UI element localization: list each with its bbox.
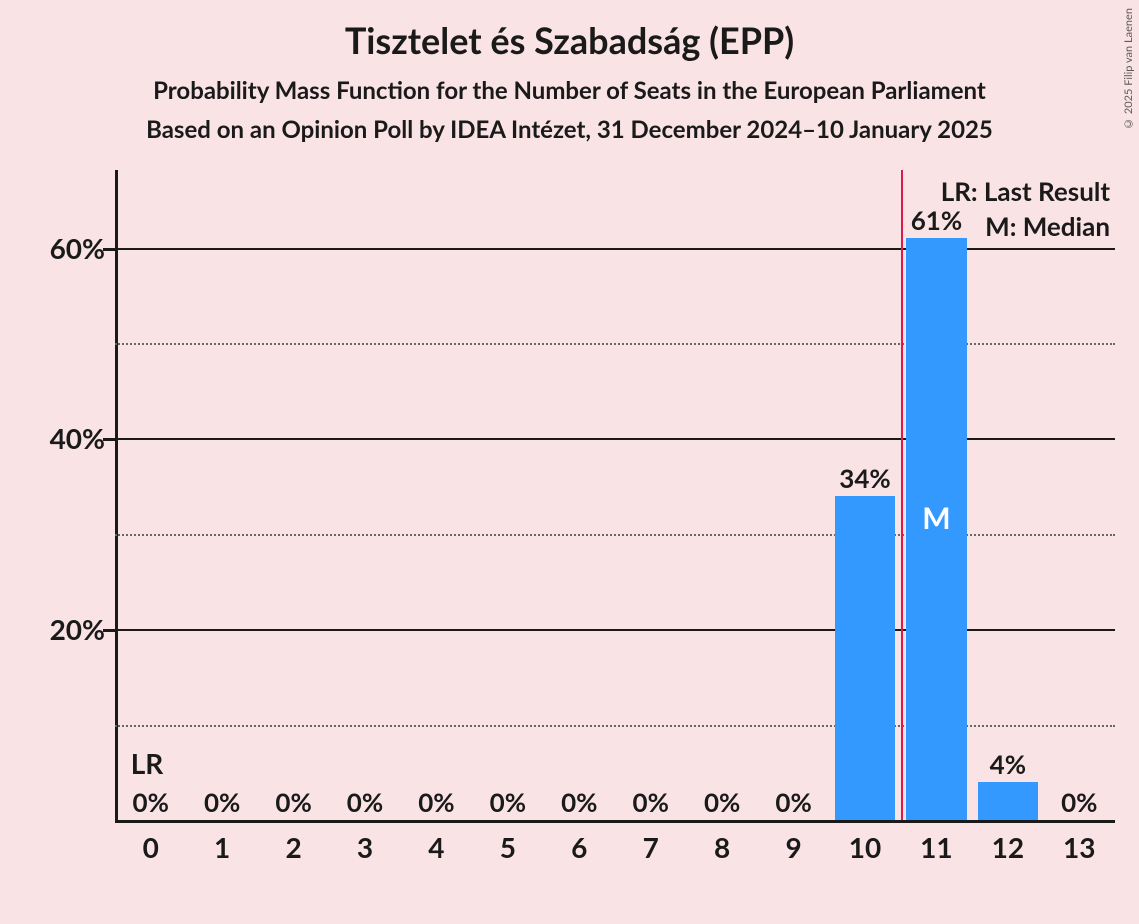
copyright-text: © 2025 Filip van Laenen [1122, 8, 1135, 130]
x-axis-tick-label: 7 [643, 830, 659, 864]
bar-value-label: 34% [839, 462, 890, 494]
bar-value-label: 0% [633, 786, 669, 818]
bar [978, 782, 1039, 820]
x-axis-tick-label: 6 [571, 830, 587, 864]
bar-value-label: 0% [490, 786, 526, 818]
bar-value-label: 0% [418, 786, 454, 818]
bar-value-label: 0% [347, 786, 383, 818]
bar-value-label: 0% [1061, 786, 1097, 818]
bar-value-label: 0% [775, 786, 811, 818]
median-marker: M [922, 500, 950, 536]
x-axis-tick-label: 0 [143, 830, 159, 864]
y-axis-tick-label: 20% [50, 612, 105, 646]
x-axis-tick-label: 12 [992, 830, 1024, 864]
x-axis-line [115, 820, 1115, 823]
chart-subtitle-1: Probability Mass Function for the Number… [0, 62, 1139, 105]
x-axis-tick-label: 2 [285, 830, 301, 864]
bar-value-label: 0% [704, 786, 740, 818]
x-axis-tick-label: 3 [357, 830, 373, 864]
x-axis-tick-label: 9 [785, 830, 801, 864]
bar-value-label: 0% [275, 786, 311, 818]
median-reference-line [901, 170, 903, 820]
x-axis-tick-label: 13 [1063, 830, 1095, 864]
legend-last-result: LR: Last Result [941, 175, 1110, 207]
chart-plot-area: 20%40%60%0%00%10%20%30%40%50%60%70%80%93… [115, 200, 1115, 820]
bar-value-label: 0% [204, 786, 240, 818]
y-axis-tick-label: 40% [50, 421, 105, 455]
x-axis-tick-label: 11 [920, 830, 952, 864]
x-axis-tick-label: 5 [500, 830, 516, 864]
last-result-marker: LR [131, 746, 164, 780]
x-axis-tick-label: 4 [428, 830, 444, 864]
bar-value-label: 0% [561, 786, 597, 818]
x-axis-tick-label: 1 [214, 830, 230, 864]
legend-median: M: Median [985, 210, 1110, 242]
chart-title: Tisztelet és Szabadság (EPP) [0, 0, 1139, 62]
x-axis-tick-label: 10 [849, 830, 881, 864]
chart-subtitle-2: Based on an Opinion Poll by IDEA Intézet… [0, 105, 1139, 144]
bar-value-label: 61% [911, 204, 962, 236]
bar [835, 496, 896, 820]
bar-value-label: 4% [990, 748, 1026, 780]
y-axis-tick-label: 60% [50, 231, 105, 265]
y-axis-line [115, 170, 118, 820]
bar-value-label: 0% [133, 786, 169, 818]
x-axis-tick-label: 8 [714, 830, 730, 864]
